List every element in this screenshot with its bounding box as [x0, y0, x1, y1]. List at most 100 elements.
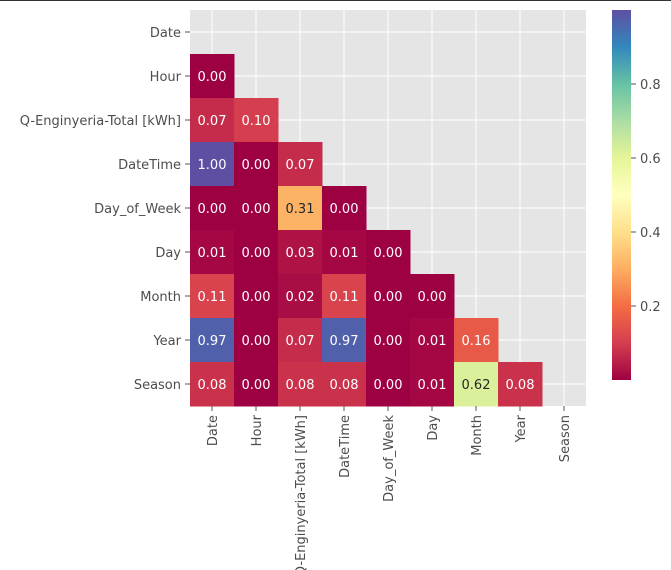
cell-7-0: [190, 318, 235, 363]
cell-7-6: [454, 318, 499, 363]
cell-label-3-2: 0.07: [286, 158, 315, 173]
cell-4-2: [278, 186, 323, 231]
cell-value-labels: 0.00 0.07 0.10 1.00 0.00 0.07 0.00 0.00 0.31 0.00…: [198, 70, 535, 393]
cell-7-2: [278, 318, 323, 363]
cell-5-3: [322, 230, 367, 275]
cell-6-3: [322, 274, 367, 319]
cell-label-5-3: 0.01: [330, 246, 359, 261]
cell-label-4-1: 0.00: [242, 202, 271, 217]
cell-label-2-1: 0.10: [242, 114, 271, 129]
cell-label-8-0: 0.08: [198, 378, 227, 393]
cell-label-7-5: 0.01: [418, 334, 447, 349]
cell-label-8-7: 0.08: [506, 378, 535, 393]
y-tick-label-0: Date: [150, 26, 181, 41]
cell-label-3-0: 1.00: [198, 158, 227, 173]
cell-8-2: [278, 362, 323, 407]
x-tick-label-0: Date: [206, 415, 221, 446]
cell-8-0: [190, 362, 235, 407]
cell-8-3: [322, 362, 367, 407]
cell-label-5-0: 0.01: [198, 246, 227, 261]
y-tick-label-3: DateTime: [118, 158, 181, 173]
cell-label-7-0: 0.97: [198, 334, 227, 349]
cell-label-5-4: 0.00: [374, 246, 403, 261]
y-tick-label-1: Hour: [150, 70, 182, 85]
x-tick-label-8: Season: [558, 415, 573, 462]
cell-label-7-1: 0.00: [242, 334, 271, 349]
x-tick-label-1: Hour: [250, 414, 265, 446]
x-tick-label-6: Month: [470, 415, 485, 456]
cell-6-4: [366, 274, 411, 319]
cell-label-4-2: 0.31: [286, 202, 315, 217]
y-tick-label-5: Day: [155, 246, 181, 261]
cell-7-3: [322, 318, 367, 363]
cell-label-6-5: 0.00: [418, 290, 447, 305]
cell-label-8-3: 0.08: [330, 378, 359, 393]
cell-5-1: [234, 230, 279, 275]
y-axis-tick-labels: Date Hour Q-Enginyeria-Total [kWh] DateTime…: [20, 26, 190, 393]
cell-label-7-6: 0.16: [462, 334, 491, 349]
cell-8-5: [410, 362, 455, 407]
cell-label-3-1: 0.00: [242, 158, 271, 173]
cell-label-6-1: 0.00: [242, 290, 271, 305]
cell-2-0: [190, 98, 235, 143]
cell-label-6-4: 0.00: [374, 290, 403, 305]
cell-8-1: [234, 362, 279, 407]
cell-label-8-1: 0.00: [242, 378, 271, 393]
x-tick-label-3: DateTime: [338, 415, 353, 478]
cell-label-5-2: 0.03: [286, 246, 315, 261]
cell-4-1: [234, 186, 279, 231]
cell-label-6-2: 0.02: [286, 290, 315, 305]
cell-label-8-2: 0.08: [286, 378, 315, 393]
x-tick-label-5: Day: [426, 415, 441, 441]
cell-label-1-0: 0.00: [198, 70, 227, 85]
cell-7-5: [410, 318, 455, 363]
y-tick-label-7: Year: [152, 334, 181, 349]
cell-label-6-3: 0.11: [330, 290, 359, 305]
cell-8-7: [498, 362, 543, 407]
cell-label-4-0: 0.00: [198, 202, 227, 217]
cell-8-6: [454, 362, 499, 407]
top-border: [0, 0, 671, 1]
cell-label-8-4: 0.00: [374, 378, 403, 393]
y-tick-label-2: Q-Enginyeria-Total [kWh]: [20, 114, 181, 129]
y-tick-label-6: Month: [140, 290, 181, 305]
colorbar: 0.2 0.4 0.6 0.8: [612, 10, 661, 380]
colorbar-tick-label-0: 0.2: [640, 300, 661, 315]
cell-3-1: [234, 142, 279, 187]
cell-label-7-2: 0.07: [286, 334, 315, 349]
y-tick-label-4: Day_of_Week: [94, 202, 181, 217]
cell-label-8-6: 0.62: [462, 378, 491, 393]
cell-8-4: [366, 362, 411, 407]
cell-3-0: [190, 142, 235, 187]
x-tick-label-7: Year: [514, 414, 529, 443]
cell-3-2: [278, 142, 323, 187]
colorbar-tick-label-2: 0.6: [640, 152, 661, 167]
cell-5-4: [366, 230, 411, 275]
cell-4-0: [190, 186, 235, 231]
cell-5-2: [278, 230, 323, 275]
cell-4-3: [322, 186, 367, 231]
cell-label-5-1: 0.00: [242, 246, 271, 261]
cell-label-6-0: 0.11: [198, 290, 227, 305]
colorbar-tick-label-3: 0.8: [640, 78, 661, 93]
x-tick-label-4: Day_of_Week: [382, 415, 397, 502]
y-tick-label-8: Season: [134, 378, 181, 393]
colorbar-tick-label-1: 0.4: [640, 226, 661, 241]
cell-2-1: [234, 98, 279, 143]
cell-6-5: [410, 274, 455, 319]
cell-label-8-5: 0.01: [418, 378, 447, 393]
cell-label-7-3: 0.97: [330, 334, 359, 349]
cell-6-1: [234, 274, 279, 319]
colorbar-gradient: [612, 10, 631, 380]
cell-6-2: [278, 274, 323, 319]
cell-7-4: [366, 318, 411, 363]
x-axis-tick-labels: Date Hour Q-Enginyeria-Total [kWh] DateTime…: [206, 406, 573, 570]
cell-label-7-4: 0.00: [374, 334, 403, 349]
cell-6-0: [190, 274, 235, 319]
cell-5-0: [190, 230, 235, 275]
cell-7-1: [234, 318, 279, 363]
cell-1-0: [190, 54, 235, 99]
x-tick-label-2: Q-Enginyeria-Total [kWh]: [294, 415, 309, 570]
heatmap-cells: [190, 54, 543, 407]
